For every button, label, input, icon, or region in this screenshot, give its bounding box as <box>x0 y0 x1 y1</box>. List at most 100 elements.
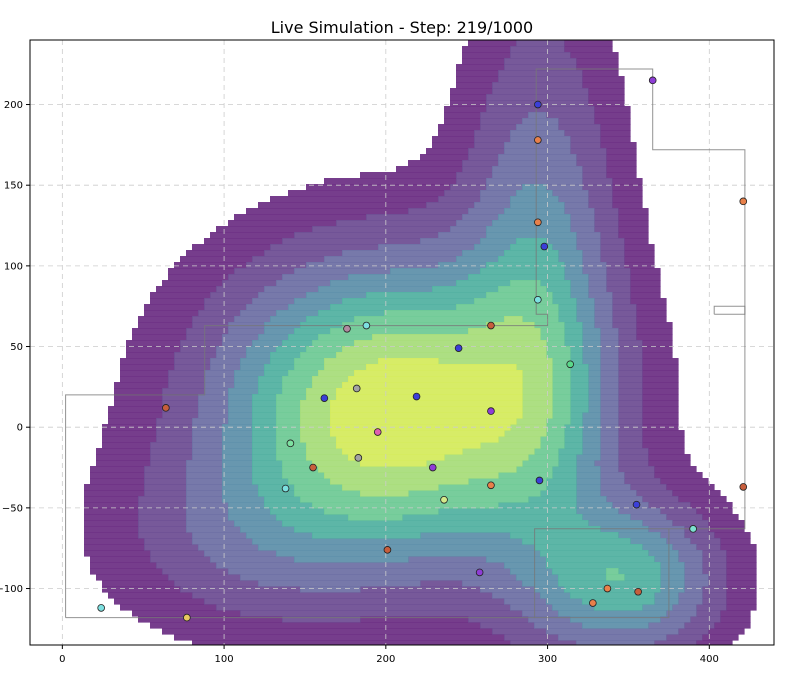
contour-cell <box>630 280 661 287</box>
contour-cell <box>264 364 295 371</box>
contour-cell <box>624 262 655 269</box>
contour-cell <box>618 340 643 347</box>
agent-point <box>648 76 657 85</box>
contour-cell <box>576 490 601 497</box>
contour-cell <box>636 490 673 497</box>
contour-cell <box>648 448 685 455</box>
contour-cell <box>348 376 523 383</box>
contour-cell <box>546 556 655 563</box>
contour-cell <box>552 364 571 371</box>
agent-point <box>739 483 748 491</box>
contour-cell <box>642 388 679 395</box>
contour-cell <box>456 172 493 179</box>
contour-cell <box>294 364 325 371</box>
contour-cell <box>84 514 139 521</box>
contour-cell <box>648 622 685 629</box>
contour-cell <box>558 580 661 587</box>
contour-cell <box>660 616 691 623</box>
contour-cell <box>570 142 601 149</box>
contour-cell <box>96 574 169 581</box>
contour-cell <box>696 610 721 617</box>
y-tick-label: 100 <box>4 261 23 272</box>
contour-cell <box>570 388 589 395</box>
contour-cell <box>684 562 703 569</box>
contour-cell <box>522 400 553 407</box>
contour-cell <box>714 622 751 629</box>
contour-cell <box>186 514 229 521</box>
contour-cell <box>588 274 607 281</box>
contour-cell <box>498 502 577 509</box>
contour-cell <box>330 304 457 311</box>
contour-cell <box>558 250 583 257</box>
contour-cell <box>684 622 715 629</box>
contour-cell <box>576 238 601 245</box>
contour-cell <box>576 502 613 509</box>
contour-cell <box>312 382 343 389</box>
contour-cell <box>168 574 241 581</box>
contour-cell <box>600 346 619 353</box>
contour-cell <box>114 394 163 401</box>
contour-cell <box>726 598 757 605</box>
agents <box>97 76 748 622</box>
contour-cell <box>654 592 679 599</box>
contour-cell <box>252 436 277 443</box>
contour-cell <box>504 634 559 641</box>
contour-cell <box>600 472 625 479</box>
contour-cell <box>552 376 571 383</box>
contour-cell <box>594 106 631 113</box>
contour-cell <box>540 328 565 335</box>
contour-cell <box>138 316 193 323</box>
contour-cell <box>552 472 577 479</box>
contour-cell <box>102 586 181 593</box>
contour-cell <box>474 142 505 149</box>
contour-cell <box>90 568 163 575</box>
contour-cell <box>282 388 307 395</box>
contour-cell <box>168 370 205 377</box>
contour-cell <box>456 178 487 185</box>
contour-level-3 <box>186 112 709 645</box>
contour-cell <box>300 436 337 443</box>
contour-cell <box>570 352 583 359</box>
contour-cell <box>666 514 703 521</box>
contour-cell <box>462 250 505 257</box>
contour-cell <box>276 430 301 437</box>
contour-cell <box>102 442 151 449</box>
contour-level-1 <box>84 40 757 645</box>
agent-point <box>162 404 170 412</box>
contour-cell <box>606 280 631 287</box>
contour-cell <box>546 430 565 437</box>
contour-cell <box>456 280 511 287</box>
contour-cell <box>216 352 247 359</box>
contour-cell <box>522 376 553 383</box>
contour-cell <box>618 424 643 431</box>
agent-point <box>689 525 697 533</box>
contour-cell <box>582 340 601 347</box>
contour-cell <box>510 532 619 539</box>
contour-cell <box>354 316 505 323</box>
contour-cell <box>222 478 253 485</box>
contour-cell <box>438 196 481 203</box>
contour-cell <box>696 640 733 645</box>
contour-cell <box>492 82 583 89</box>
contour-cell <box>324 256 457 263</box>
contour-cell <box>630 274 661 281</box>
contour-cell <box>618 418 643 425</box>
contour-cell <box>144 304 205 311</box>
contour-cell <box>576 232 601 239</box>
contour-cell <box>696 604 727 611</box>
contour-cell <box>432 142 475 149</box>
contour-cell <box>594 304 613 311</box>
contour-cell <box>90 478 145 485</box>
contour-cell <box>288 190 445 197</box>
contour-cell <box>162 628 493 635</box>
contour-cell <box>600 124 631 131</box>
contour-cell <box>582 268 607 275</box>
contour-cell <box>540 490 577 497</box>
contour-cell <box>546 352 571 359</box>
contour-cell <box>582 448 601 455</box>
contour-cell <box>492 628 547 635</box>
contour-cell <box>132 610 241 617</box>
contour-cell <box>306 388 337 395</box>
contour-cell <box>630 268 661 275</box>
contour-cell <box>708 574 727 581</box>
